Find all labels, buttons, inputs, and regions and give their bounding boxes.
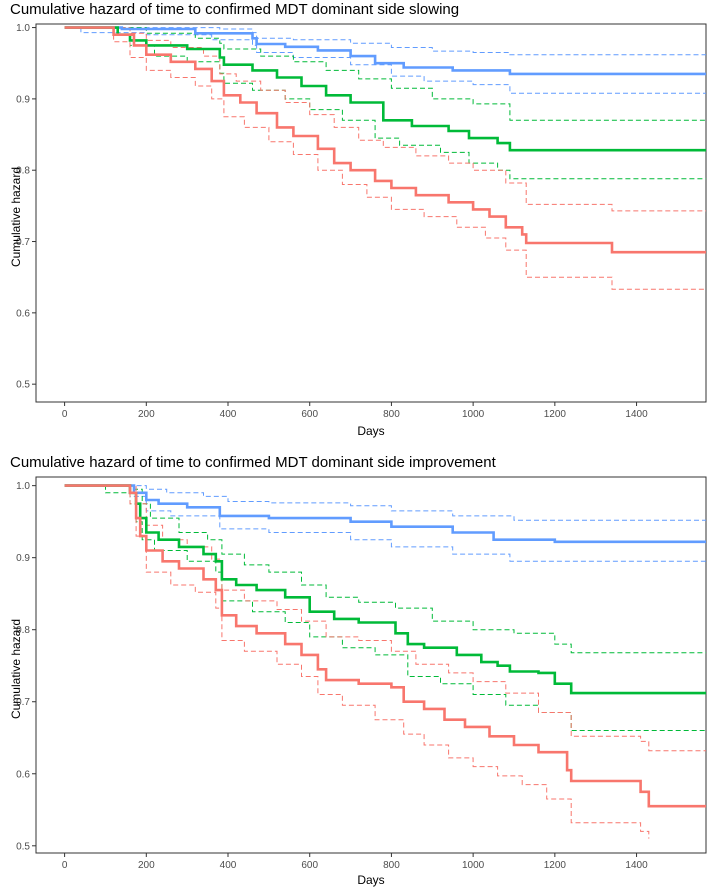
chart-improvement: Cumulative hazard of time to confirmed M… [9,454,707,887]
y-tick-label: 0.9 [16,553,30,564]
x-tick-label: 400 [220,409,237,420]
y-tick-label: 0.8 [16,625,30,636]
y-tick-label: 0.5 [16,380,30,391]
x-tick-label: 1400 [625,860,648,871]
series-green-ci-lower [64,27,706,180]
x-tick-label: 200 [138,860,155,871]
series-green-estimate [64,484,706,695]
x-tick-label: 0 [62,409,68,420]
x-tick-label: 200 [138,409,155,420]
x-tick-label: 0 [62,860,68,871]
chart-title: Cumulative hazard of time to confirmed M… [10,1,459,18]
series-green-ci-upper [64,485,706,654]
series-green-estimate [64,26,706,152]
x-tick-label: 1000 [462,860,485,871]
x-tick-label: 1400 [625,409,648,420]
x-tick-label: 1200 [544,409,567,420]
y-axis-title: Cumulative hazard [9,167,23,267]
y-tick-label: 0.8 [16,166,30,177]
x-tick-label: 800 [383,860,400,871]
x-tick-label: 400 [220,860,237,871]
y-tick-label: 1.0 [16,23,30,34]
series-blue-ci-lower [64,485,706,562]
y-tick-label: 1.0 [16,481,30,492]
x-tick-label: 1000 [462,409,485,420]
x-tick-label: 600 [301,860,318,871]
y-axis-title: Cumulative hazard [9,619,23,719]
series-blue-estimate [64,484,706,544]
series-red-ci-lower [64,485,650,839]
plot-panel [35,476,707,854]
x-tick-label: 800 [383,409,400,420]
x-tick-label: 600 [301,409,318,420]
y-tick-label: 0.7 [16,237,30,248]
y-tick-label: 0.7 [16,697,30,708]
series-red-ci-upper [64,27,706,212]
series-red-ci-lower [64,27,706,290]
series-red-estimate [64,26,706,254]
y-tick-label: 0.9 [16,94,30,105]
plot-panel [35,23,707,403]
series-blue-estimate [64,26,706,76]
series-blue-ci-upper [64,27,706,56]
x-tick-label: 1200 [544,860,567,871]
series-blue-ci-upper [64,485,706,521]
chart-slowing: Cumulative hazard of time to confirmed M… [9,1,707,438]
y-tick-label: 0.6 [16,769,30,780]
series-green-ci-upper [64,27,706,121]
chart-title: Cumulative hazard of time to confirmed M… [10,454,497,471]
y-tick-label: 0.6 [16,308,30,319]
x-axis-title: Days [357,873,384,887]
x-axis-title: Days [357,424,384,438]
series-green-ci-lower [64,485,706,731]
y-tick-label: 0.5 [16,841,30,852]
series-red-estimate [64,484,706,808]
